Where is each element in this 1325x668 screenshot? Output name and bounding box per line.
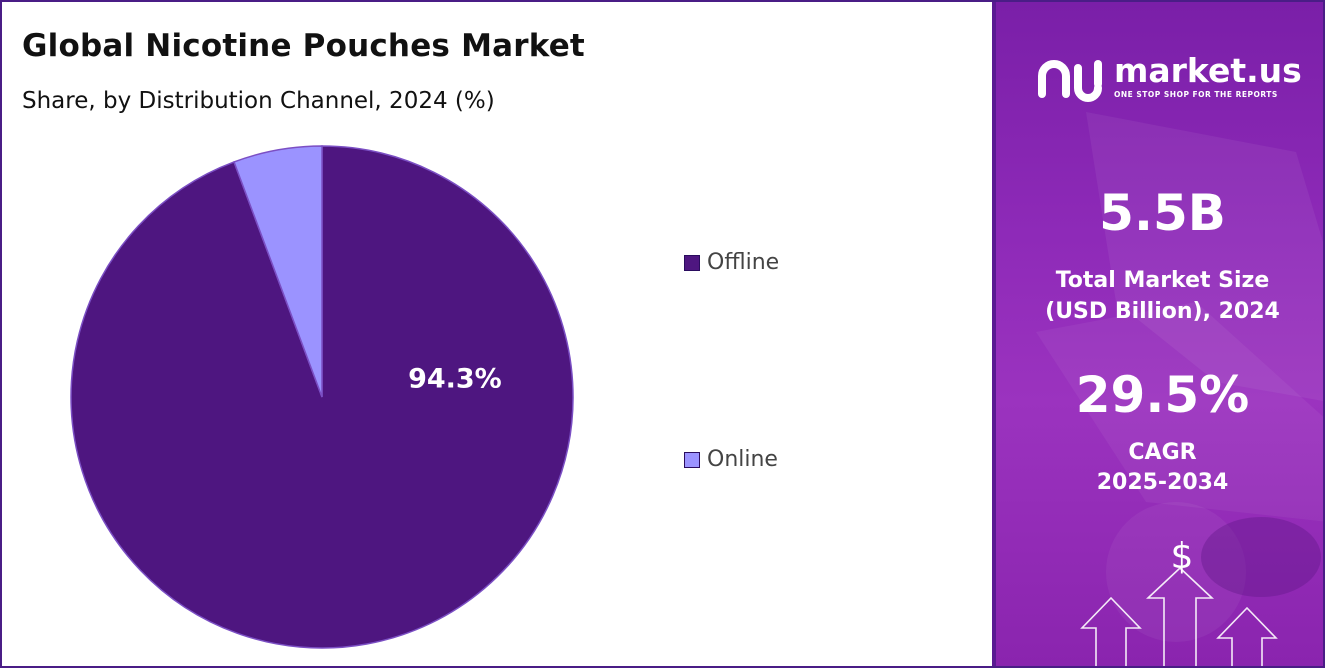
cagr-label-line2: 2025-2034	[1096, 470, 1229, 495]
brand-tagline: ONE STOP SHOP FOR THE REPORTS	[1114, 90, 1278, 99]
pie-slice-online	[233, 145, 323, 398]
pie-chart: 94.3%	[70, 145, 574, 649]
legend-label-online: Online	[707, 447, 778, 472]
cagr-label-line1: CAGR	[1128, 440, 1197, 465]
background-texture	[1036, 112, 1323, 642]
cagr-value: 29.5%	[1075, 366, 1250, 424]
data-label-offline: 94.3%	[408, 363, 502, 394]
legend-item-offline: Offline	[684, 250, 779, 275]
brand-name: market.us	[1114, 51, 1302, 90]
market-size-label-line2: (USD Billion), 2024	[1045, 299, 1280, 324]
legend-swatch-online	[684, 451, 700, 468]
brand-logo: market.us ONE STOP SHOP FOR THE REPORTS	[1038, 54, 1302, 104]
dollar-sign-icon: $	[1171, 536, 1194, 577]
chart-subtitle: Share, by Distribution Channel, 2024 (%)	[22, 88, 495, 114]
side-panel: market.us ONE STOP SHOP FOR THE REPORTS …	[992, 2, 1323, 666]
market-size-value: 5.5B	[1099, 184, 1226, 242]
legend-label-offline: Offline	[707, 250, 780, 275]
growth-arrows-icon: $	[1080, 536, 1278, 666]
market-us-logo-icon	[1038, 60, 1102, 102]
legend-swatch-offline	[684, 254, 700, 271]
market-size-label-line1: Total Market Size	[1055, 268, 1270, 293]
legend-item-online: Online	[684, 447, 778, 472]
chart-area: Global Nicotine Pouches Market Share, by…	[2, 2, 992, 666]
chart-title: Global Nicotine Pouches Market	[22, 28, 585, 64]
